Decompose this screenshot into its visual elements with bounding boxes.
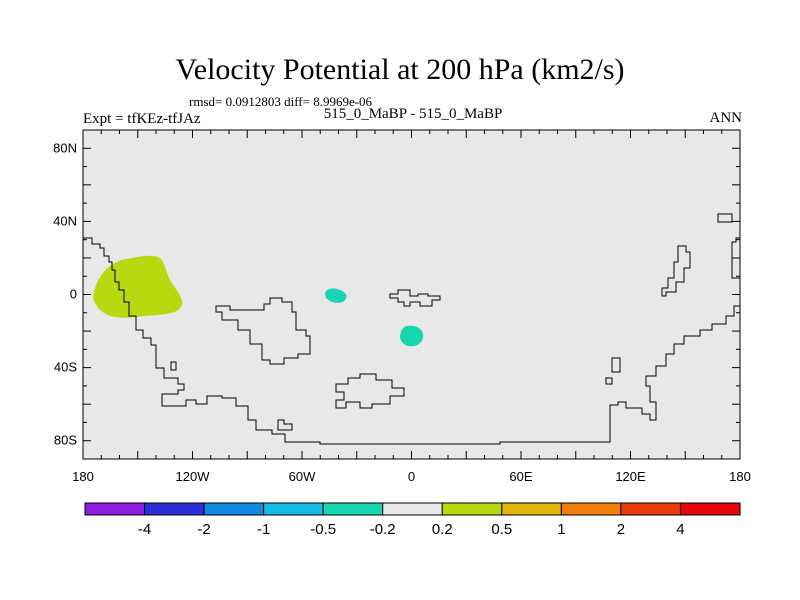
lat-tick-label: 40N <box>53 213 77 228</box>
colorbar-swatch <box>144 502 205 516</box>
colorbar-label: -4 <box>138 521 151 538</box>
coastlines <box>83 213 740 445</box>
coastline-east-asia <box>731 237 740 279</box>
lon-tick-label: 180 <box>729 469 751 484</box>
colorbar-label: 4 <box>676 521 684 538</box>
colorbar-swatch <box>679 502 741 516</box>
colorbar-label: -0.2 <box>370 521 396 538</box>
colorbar-label: 0.2 <box>432 521 453 538</box>
coastline-central-america <box>170 361 177 371</box>
coastline-indian-ocean-island <box>611 357 621 373</box>
axis-ticks <box>82 129 741 460</box>
map-background <box>83 130 740 459</box>
colorbar-swatch <box>382 502 443 516</box>
colorbar-swatch <box>203 502 265 516</box>
coastline-sri-lanka <box>605 377 613 385</box>
lon-tick-label: 180 <box>72 469 94 484</box>
coastline-asia-australia <box>609 305 740 435</box>
colorbar-swatch <box>322 502 384 516</box>
lon-tick-label: 0 <box>408 469 415 484</box>
coastline-antarctica-fragment <box>335 373 405 409</box>
lon-tick-label: 120E <box>615 469 646 484</box>
coastline-japan <box>717 213 733 223</box>
plot-title: Velocity Potential at 200 hPa (km2/s) <box>175 53 625 86</box>
coastline-americas <box>83 237 611 445</box>
rmsd-diff-stats: rmsd= 0.0912803 diff= 8.9969e-06 <box>189 94 373 109</box>
colorbar-swatch <box>620 502 681 516</box>
anomaly-atlantic-negative-north <box>325 288 347 303</box>
colorbar-swatch <box>501 502 562 516</box>
lon-tick-label: 60E <box>509 469 532 484</box>
experiment-label: Expt = tfKEz-tfJAz <box>83 111 201 127</box>
colorbar-label: -1 <box>257 521 270 538</box>
colorbar-label: -2 <box>197 521 210 538</box>
colorbar-label: -0.5 <box>310 521 336 538</box>
lat-tick-label: 40S <box>54 360 77 375</box>
colorbar-label: 0.5 <box>491 521 512 538</box>
colorbar-label: 2 <box>617 521 625 538</box>
lon-tick-label: 60W <box>289 469 316 484</box>
colorbar-label: 1 <box>557 521 565 538</box>
case-comparison-label: 515_0_MaBP - 515_0_MaBP <box>323 106 503 122</box>
colorbar-swatch <box>263 502 324 516</box>
colorbar: -4 -2 -1 -0.5 -0.2 0.2 0.5 1 2 4 <box>84 502 741 538</box>
colorbar-swatch <box>560 502 622 516</box>
colorbar-swatch <box>84 502 146 516</box>
season-label: ANN <box>709 110 743 126</box>
coastline-antarctic-peninsula <box>277 419 293 431</box>
colorbar-swatch <box>441 502 503 516</box>
axis-tick-labels: 80N 40N 0 40S 80S 180 120W 60W 0 60E 120E 180 <box>53 140 751 484</box>
anomaly-atlantic-negative-south <box>400 325 424 347</box>
lat-tick-label: 80S <box>54 433 77 448</box>
lon-tick-label: 120W <box>176 469 211 484</box>
lat-tick-label: 0 <box>70 287 77 302</box>
coastline-south-america <box>215 297 311 365</box>
lat-tick-label: 80N <box>53 140 77 155</box>
coastline-africa <box>389 289 441 307</box>
coastline-maritime-continent <box>661 245 691 297</box>
